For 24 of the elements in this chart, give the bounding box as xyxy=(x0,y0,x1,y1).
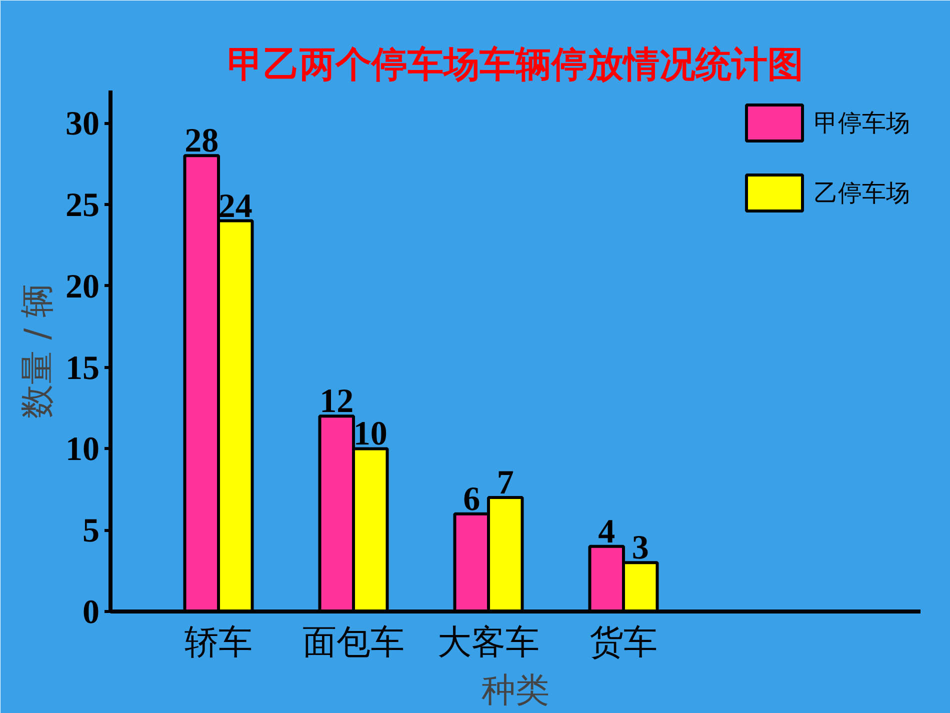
y-tick-label: 15 xyxy=(66,350,100,387)
x-tick-label: 大客车 xyxy=(438,622,540,662)
x-tick-label: 轿车 xyxy=(184,622,252,662)
chart-title: 甲乙两个停车场车辆停放情况统计图 xyxy=(228,44,804,86)
x-tick-label: 面包车 xyxy=(302,622,404,662)
data-label: 10 xyxy=(353,416,388,453)
data-label: 6 xyxy=(463,480,480,518)
data-label: 7 xyxy=(496,464,514,502)
x-axis-title: 种类 xyxy=(482,670,550,710)
data-label: 28 xyxy=(184,122,219,160)
y-tick-label: 25 xyxy=(66,186,100,224)
data-label: 24 xyxy=(218,188,252,225)
y-tick-label: 20 xyxy=(66,268,100,306)
y-axis-title: 数量 / 辆 xyxy=(18,283,58,419)
y-tick-label: 10 xyxy=(66,431,100,468)
legend-label: 甲停车场 xyxy=(814,108,910,138)
legend-label: 乙停车场 xyxy=(814,178,910,208)
x-tick-label: 货车 xyxy=(590,622,658,662)
data-label: 4 xyxy=(598,513,616,550)
data-label: 3 xyxy=(632,530,649,567)
data-label: 12 xyxy=(320,383,354,420)
y-tick-label: 0 xyxy=(82,594,100,631)
y-tick-label: 30 xyxy=(66,106,100,143)
y-tick-label: 5 xyxy=(82,512,100,550)
